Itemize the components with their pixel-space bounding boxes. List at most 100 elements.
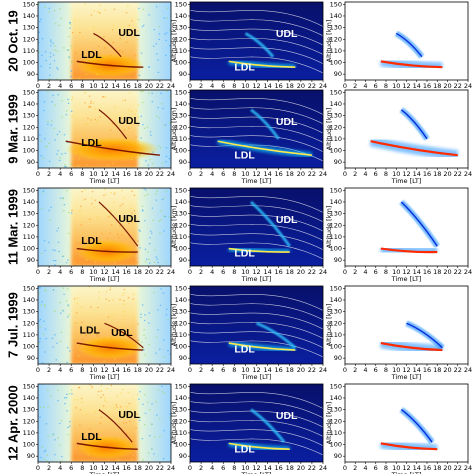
obs-speckle <box>70 45 72 47</box>
y-tick-label: 100 <box>23 147 35 155</box>
y-axis-label: Altitude [km] <box>325 402 333 445</box>
obs-speckle <box>63 204 66 206</box>
obs-speckle <box>142 403 144 406</box>
obs-speckle <box>102 206 104 208</box>
obs-speckle <box>65 396 68 399</box>
obs-speckle <box>43 320 45 322</box>
x-tick-label: 10 <box>89 464 97 472</box>
obs-speckle <box>158 33 161 35</box>
obs-speckle <box>96 50 98 52</box>
x-tick-label: 6 <box>69 268 73 276</box>
ldl-trace <box>217 140 312 156</box>
obs-speckle <box>165 32 168 34</box>
obs-speckle <box>61 116 63 118</box>
obs-speckle <box>159 304 162 307</box>
obs-speckle <box>133 194 136 196</box>
x-axis-label: Time [LT] <box>241 373 272 381</box>
obs-speckle <box>93 41 95 43</box>
x-axis-label: Time [LT] <box>89 275 120 283</box>
x-tick-label: 24 <box>167 268 175 276</box>
obs-speckle <box>132 324 135 327</box>
obs-speckle <box>50 39 52 41</box>
obs-speckle <box>79 210 81 212</box>
obs-speckle <box>62 255 65 257</box>
y-tick-label: 140 <box>23 100 35 108</box>
x-tick-label: 6 <box>374 464 378 472</box>
obs-speckle <box>84 189 86 191</box>
y-tick-label: 130 <box>175 406 187 414</box>
y-tick-label: 140 <box>330 198 342 206</box>
y-tick-label: 120 <box>175 319 187 327</box>
obs-speckle <box>110 192 112 194</box>
obs-speckle <box>79 421 82 424</box>
contour-line <box>190 429 323 446</box>
contour-line <box>190 97 323 115</box>
obs-speckle <box>41 301 43 303</box>
x-tick-label: 24 <box>319 82 327 90</box>
obs-speckle <box>148 66 150 68</box>
obs-speckle <box>160 288 162 290</box>
obs-speckle <box>72 158 74 160</box>
y-tick-label: 140 <box>23 198 35 206</box>
obs-speckle <box>104 47 106 49</box>
obs-speckle <box>93 207 95 209</box>
y-tick-label: 130 <box>330 308 342 316</box>
x-tick-label: 8 <box>80 170 84 178</box>
x-tick-label: 8 <box>80 268 84 276</box>
obs-speckle <box>128 127 130 129</box>
obs-speckle <box>67 102 70 104</box>
obs-speckle <box>141 25 144 28</box>
obs-speckle <box>129 210 131 212</box>
obs-speckle <box>150 230 152 232</box>
obs-speckle <box>125 433 128 435</box>
obs-speckle <box>145 258 148 260</box>
obs-speckle <box>100 390 102 392</box>
obs-speckle <box>134 212 137 215</box>
obs-speckle <box>102 394 104 396</box>
obs-speckle <box>140 52 143 54</box>
obs-speckle <box>69 27 71 29</box>
obs-speckle <box>149 131 152 133</box>
obs-speckle <box>141 438 144 440</box>
y-tick-label: 120 <box>330 319 342 327</box>
x-tick-label: 22 <box>156 170 164 178</box>
obs-speckle <box>155 400 158 403</box>
obs-speckle <box>113 201 115 203</box>
obs-speckle <box>84 3 86 5</box>
x-tick-label: 0 <box>188 366 192 374</box>
x-tick-label: 22 <box>156 82 164 90</box>
y-tick-label: 110 <box>23 429 35 437</box>
x-tick-label: 14 <box>413 82 421 90</box>
obs-speckle <box>122 314 125 316</box>
obs-speckle <box>52 259 55 262</box>
obs-speckle <box>62 197 64 199</box>
obs-speckle <box>149 435 151 437</box>
obs-speckle <box>157 261 159 264</box>
obs-speckle <box>49 56 52 58</box>
y-tick-label: 110 <box>175 429 187 437</box>
x-tick-label: 4 <box>58 366 62 374</box>
x-tick-label: 24 <box>464 366 472 374</box>
obs-speckle <box>148 312 150 314</box>
x-tick-label: 20 <box>443 268 451 276</box>
obs-speckle <box>78 386 81 389</box>
obs-speckle <box>103 397 106 399</box>
obs-speckle <box>105 298 107 300</box>
obs-speckle <box>47 406 49 408</box>
obs-speckle <box>160 210 162 212</box>
obs-speckle <box>76 302 78 305</box>
contour-line <box>190 233 323 250</box>
obs-speckle <box>59 340 62 343</box>
obs-speckle <box>57 400 59 402</box>
obs-speckle <box>155 199 157 201</box>
obs-speckle <box>137 18 140 21</box>
obs-speckle <box>48 160 51 162</box>
obs-speckle <box>119 298 121 301</box>
obs-speckle <box>38 320 40 322</box>
obs-speckle <box>77 165 80 167</box>
obs-speckle <box>40 207 43 210</box>
obs-speckle <box>97 11 99 13</box>
x-tick-label: 16 <box>423 170 431 178</box>
